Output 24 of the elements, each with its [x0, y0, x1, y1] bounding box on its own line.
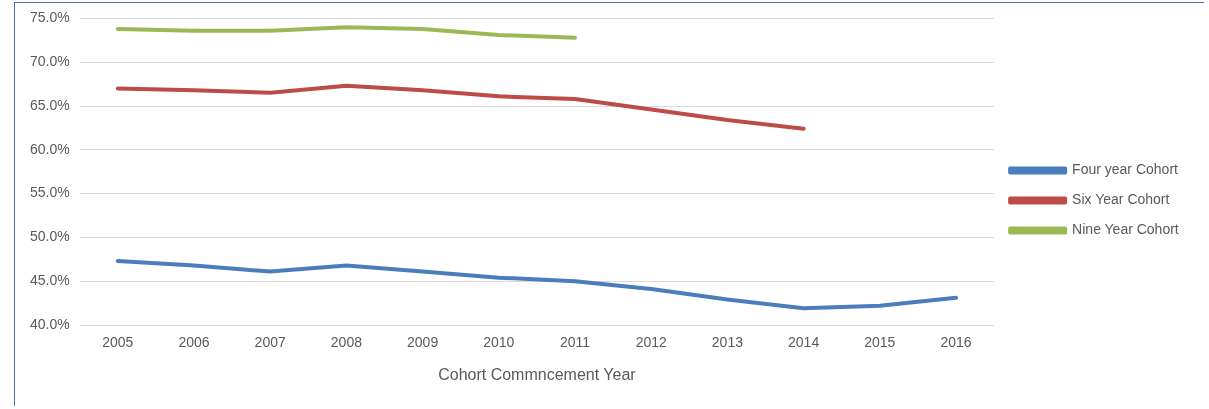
legend-label: Four year Cohort: [1072, 161, 1179, 178]
x-tick-label: 2011: [559, 334, 591, 351]
x-tick-label: 2008: [330, 334, 363, 351]
legend-label: Nine Year Cohort: [1072, 221, 1179, 238]
x-tick-label: 2012: [635, 334, 667, 351]
y-tick-label: 60.0%: [29, 140, 70, 157]
y-tick-label: 65.0%: [29, 96, 70, 113]
y-tick-label: 55.0%: [29, 184, 70, 201]
y-tick-label: 50.0%: [29, 228, 70, 245]
x-tick-label: 2013: [711, 334, 744, 351]
x-tick-label: 2015: [864, 334, 896, 351]
x-tick-label: 2016: [940, 334, 972, 351]
x-tick-label: 2006: [178, 334, 210, 351]
y-tick-label: 45.0%: [29, 272, 70, 289]
y-tick-label: 70.0%: [29, 53, 70, 70]
x-tick-label: 2007: [254, 334, 286, 351]
legend-label: Six Year Cohort: [1072, 191, 1170, 208]
x-axis-title: Cohort Commncement Year: [438, 365, 637, 383]
y-tick-label: 40.0%: [29, 315, 70, 332]
x-tick-label: 2010: [483, 334, 515, 351]
x-tick-label: 2014: [788, 334, 820, 351]
x-tick-label: 2009: [407, 334, 439, 351]
y-tick-label: 75.0%: [29, 9, 70, 26]
x-tick-label: 2005: [102, 334, 134, 351]
